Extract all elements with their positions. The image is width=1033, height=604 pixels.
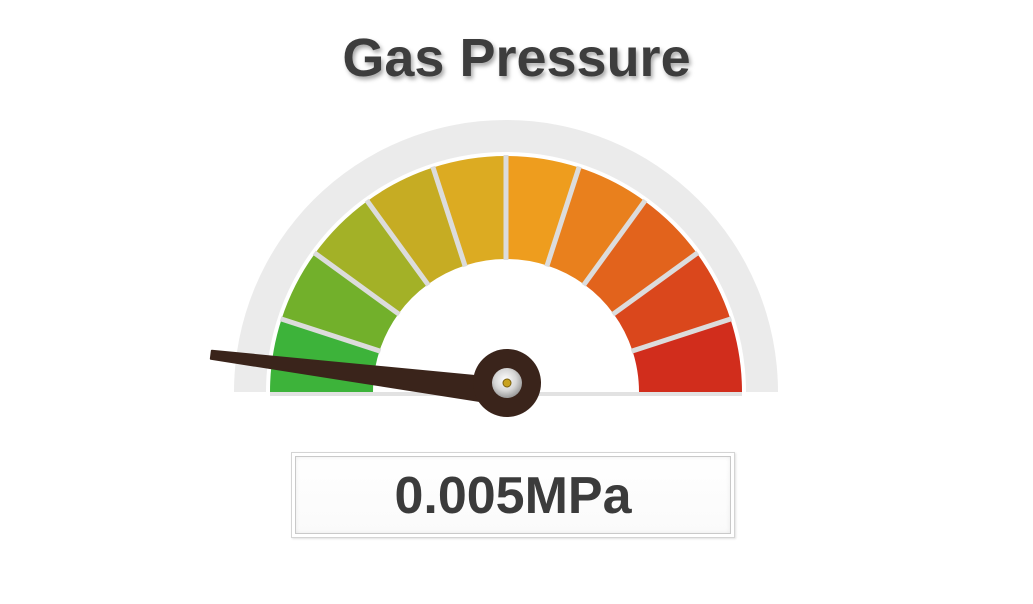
gauge-segment <box>584 201 697 314</box>
gauge-segment <box>506 156 579 266</box>
gauge-segment <box>433 156 506 266</box>
gauge-tick <box>364 198 431 287</box>
gauge-tick <box>611 250 700 317</box>
gauge-segments <box>270 156 742 392</box>
pressure-readout: 0.005MPa <box>291 452 735 538</box>
gauge-tick <box>312 250 401 317</box>
needle-hub-pin <box>502 378 512 388</box>
gauge-tick <box>581 198 648 287</box>
gauge-needle <box>209 349 541 417</box>
gauge-tick <box>430 165 468 268</box>
gauge-segment <box>315 201 428 314</box>
gauge-title: Gas Pressure <box>342 28 691 88</box>
gauge-tick <box>630 316 733 354</box>
gauge-tick <box>279 316 382 354</box>
gauge-tick <box>544 165 582 268</box>
gauge-outer-track <box>234 120 778 392</box>
gauge-segment <box>632 319 742 392</box>
pressure-value: 0.005MPa <box>394 467 632 525</box>
gauge-tick-dividers <box>279 155 733 354</box>
